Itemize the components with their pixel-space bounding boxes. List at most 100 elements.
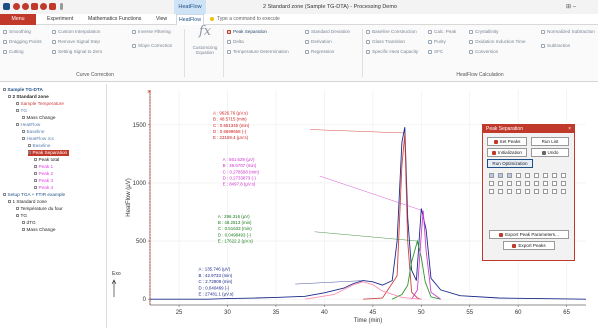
peak-option-checkbox[interactable] — [534, 173, 539, 178]
expand-toggle-icon[interactable] — [34, 179, 37, 183]
peak-option-checkbox[interactable] — [543, 173, 548, 178]
expand-toggle-icon[interactable] — [34, 158, 37, 162]
expand-toggle-icon[interactable] — [3, 88, 6, 92]
expand-toggle-icon[interactable] — [16, 123, 19, 127]
slope-correction-button[interactable]: Slope Correction — [132, 43, 172, 48]
crystallinity-button[interactable]: Crystallinity — [469, 29, 498, 34]
baseline-construction-button[interactable]: Baseline Construction — [366, 29, 417, 34]
tab-experiment[interactable]: Experiment — [47, 16, 74, 22]
tree-node[interactable]: dTG — [22, 220, 36, 226]
peak-separation-button[interactable]: Peak Separation — [227, 29, 267, 34]
toolbar-dropdown-icon[interactable] — [60, 3, 63, 10]
open-folder-icon[interactable] — [31, 3, 38, 10]
expand-toggle-icon[interactable] — [34, 172, 37, 176]
expand-toggle-icon[interactable] — [28, 151, 31, 155]
tree-node[interactable]: Sample Temperature — [16, 101, 64, 107]
expand-toggle-icon[interactable] — [8, 200, 11, 204]
peak-option-checkbox[interactable] — [561, 173, 566, 178]
expand-toggle-icon[interactable] — [16, 102, 19, 106]
close-icon[interactable]: × — [568, 126, 571, 132]
record-icon[interactable] — [22, 3, 29, 10]
peak-option-checkbox[interactable] — [489, 189, 494, 194]
peak-option-checkbox[interactable] — [498, 189, 503, 194]
tab-view[interactable]: View — [156, 16, 168, 22]
run-optimization-button[interactable]: Run Optimization — [487, 159, 533, 168]
subtraction-button[interactable]: Subtraction — [541, 43, 570, 48]
inverse-filtering-button[interactable]: Inverse Filtering — [132, 29, 171, 34]
normalized-subtraction-button[interactable]: Normalized Subtraction — [541, 29, 595, 34]
initialization-button[interactable]: Initialization — [487, 148, 527, 157]
smoothing-button[interactable]: Smoothing — [3, 29, 31, 34]
specific-heat-capacity-button[interactable]: Specific Heat Capacity — [366, 49, 418, 54]
peak-option-checkbox[interactable] — [507, 189, 512, 194]
peak-option-checkbox[interactable] — [489, 181, 494, 186]
run-list-button[interactable]: Run List — [531, 137, 569, 146]
expand-toggle-icon[interactable] — [34, 186, 37, 190]
peak-option-checkbox[interactable] — [552, 181, 557, 186]
expand-toggle-icon[interactable] — [22, 221, 25, 225]
tree-node[interactable]: Baseline — [28, 143, 50, 149]
tree-node[interactable]: Peak total — [34, 157, 59, 163]
tree-node[interactable]: Setup TGA + FTIR example — [3, 192, 65, 198]
peak-option-checkbox[interactable] — [489, 173, 494, 178]
tab-mathematics-functions[interactable]: Mathematics Functions — [88, 16, 142, 22]
peak-option-checkbox[interactable] — [516, 173, 521, 178]
peak-option-checkbox[interactable] — [498, 173, 503, 178]
expand-toggle-icon[interactable] — [22, 228, 25, 232]
regression-button[interactable]: Regression — [305, 49, 334, 54]
peak-option-checkbox[interactable] — [507, 181, 512, 186]
peak-option-checkbox[interactable] — [507, 173, 512, 178]
cutting-button[interactable]: Cutting — [3, 49, 24, 54]
undo-button[interactable]: Undo — [531, 148, 569, 157]
conversion-button[interactable]: Conversion — [469, 49, 498, 54]
help-icon[interactable] — [40, 3, 47, 10]
tree-node[interactable]: TG — [16, 213, 27, 219]
peak-option-checkbox[interactable] — [561, 189, 566, 194]
tree-node[interactable]: 1 Standard zone — [8, 199, 47, 205]
tree-node[interactable]: Mass Change — [22, 227, 55, 233]
tree-node[interactable]: Peak 3 — [34, 178, 53, 184]
expand-toggle-icon[interactable] — [22, 130, 25, 134]
glass-transition-button[interactable]: Glass Transition — [366, 39, 405, 44]
delta-button[interactable]: Delta — [227, 39, 244, 44]
tab-heatflow[interactable]: HeatFlow — [176, 14, 204, 25]
standard-deviation-button[interactable]: Standard Deviation — [305, 29, 350, 34]
customizing-equation-button[interactable]: fx Customizing Equation — [190, 25, 220, 55]
peak-option-checkbox[interactable] — [534, 181, 539, 186]
expand-toggle-icon[interactable] — [34, 165, 37, 169]
expand-toggle-icon[interactable] — [16, 207, 19, 211]
tree-node[interactable]: Peak 2 — [34, 171, 53, 177]
tell-me-box[interactable]: Type a command to execute — [210, 14, 280, 25]
export-peak-parameters-button[interactable]: Export Peak Parameters... — [489, 230, 569, 239]
sfc-button[interactable]: SFC — [428, 49, 443, 54]
back-icon[interactable] — [13, 3, 20, 10]
expand-toggle-icon[interactable] — [3, 193, 6, 197]
tree-node[interactable]: Baseline — [22, 129, 44, 135]
expand-toggle-icon[interactable] — [28, 144, 31, 148]
tree-node[interactable]: Sample TG-DTA — [3, 87, 43, 93]
custom-interpolation-button[interactable]: Custom Interpolation — [52, 29, 100, 34]
tree-node[interactable]: Peak 4 — [34, 185, 53, 191]
tree-node[interactable]: HeatFlow — [16, 122, 40, 128]
tree-node[interactable]: Peak 1 — [34, 164, 53, 170]
expand-toggle-icon[interactable] — [8, 95, 11, 99]
save-icon[interactable] — [49, 3, 56, 10]
tab-menu[interactable]: Menu — [0, 14, 36, 25]
expand-toggle-icon[interactable] — [22, 137, 25, 141]
peak-option-checkbox[interactable] — [525, 189, 530, 194]
remove-signal-step-button[interactable]: Remove Signal Step — [52, 39, 100, 44]
export-peaks-button[interactable]: Export Peaks — [503, 241, 555, 250]
calc-peak-button[interactable]: Calc. Peak — [428, 29, 456, 34]
derivation-button[interactable]: Derivation — [305, 39, 332, 44]
peak-option-checkbox[interactable] — [498, 181, 503, 186]
cursor-marker-icon[interactable]: × — [147, 89, 151, 96]
peak-option-checkbox[interactable] — [543, 189, 548, 194]
expand-toggle-icon[interactable] — [22, 116, 25, 120]
tree-node[interactable]: HeatFlow rcs — [22, 136, 54, 142]
peak-option-checkbox[interactable] — [561, 181, 566, 186]
peak-option-checkbox[interactable] — [543, 181, 548, 186]
purity-button[interactable]: Purity — [428, 39, 446, 44]
tree-node[interactable]: 2 Standard zone — [8, 94, 49, 100]
tree-node[interactable]: Température du four — [16, 206, 63, 212]
oxidation-induction-time-button[interactable]: Oxidation Induction Time — [469, 39, 526, 44]
